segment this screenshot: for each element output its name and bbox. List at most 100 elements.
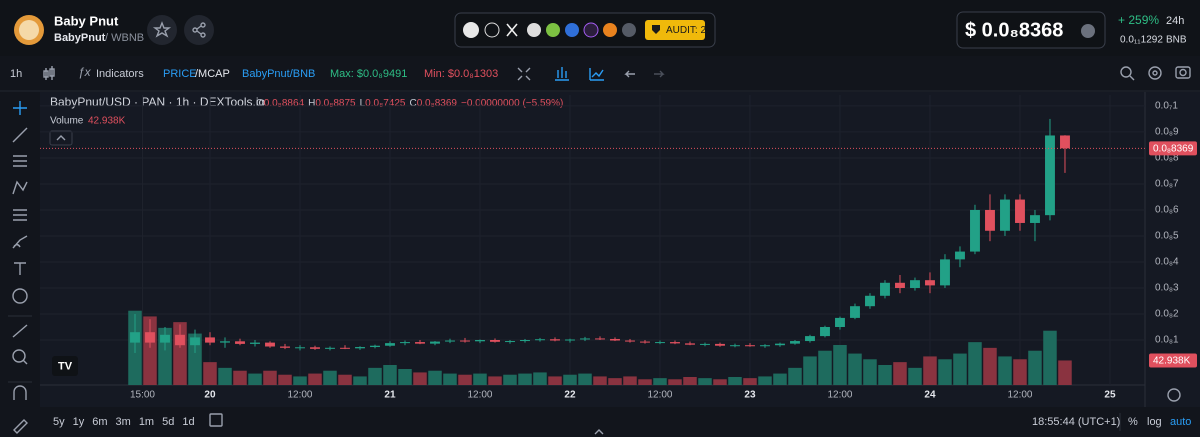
- settings-icon[interactable]: [1148, 66, 1162, 80]
- volume-bar: [998, 356, 1012, 385]
- volume-bar: [443, 373, 457, 385]
- link-icon[interactable]: [484, 22, 500, 38]
- volume-bar: [968, 342, 982, 385]
- x-tick-label: 20: [204, 390, 216, 401]
- interval-button[interactable]: 1h: [10, 68, 22, 80]
- link-icon[interactable]: [463, 22, 479, 38]
- camera-icon[interactable]: [1175, 66, 1191, 79]
- zoom-icon[interactable]: [1120, 66, 1132, 78]
- candle-body: [745, 345, 755, 347]
- range-button[interactable]: 1y: [73, 416, 85, 428]
- price-toggle[interactable]: PRICE: [163, 68, 197, 80]
- volume-bar: [773, 373, 787, 385]
- axis-settings-icon[interactable]: [1167, 388, 1181, 402]
- crosshair-tool[interactable]: [13, 101, 27, 115]
- favorite-button[interactable]: [147, 15, 177, 45]
- emoji-tool[interactable]: [12, 288, 28, 304]
- range-button[interactable]: 1d: [182, 416, 194, 428]
- volume-bar: [938, 359, 952, 385]
- candle-body: [715, 343, 725, 346]
- pair-switch[interactable]: BabyPnut/BNB: [242, 68, 315, 80]
- volume-bar: [803, 356, 817, 385]
- candle-body: [265, 342, 275, 347]
- link-icon[interactable]: [565, 23, 579, 37]
- trendline-tool[interactable]: [12, 127, 28, 143]
- candle-body: [325, 347, 335, 349]
- volume-bar: [923, 356, 937, 385]
- fullscreen-icon[interactable]: [517, 67, 531, 81]
- mcap-toggle[interactable]: /MCAP: [195, 68, 230, 80]
- volume-bar: [458, 374, 472, 385]
- range-button[interactable]: 6m: [92, 416, 107, 428]
- volume-bar: [848, 353, 862, 385]
- volume-bar: [203, 362, 217, 385]
- tv-logo: [52, 356, 78, 376]
- candle-type-icon[interactable]: [43, 66, 55, 80]
- volume-bar: [893, 362, 907, 385]
- bar-icon[interactable]: [555, 67, 569, 81]
- candle-body: [310, 347, 320, 349]
- link-icon[interactable]: [506, 23, 518, 37]
- candle-body: [1030, 215, 1040, 223]
- pattern-tool[interactable]: [12, 180, 28, 195]
- range-button[interactable]: 5d: [162, 416, 174, 428]
- magnet-tool[interactable]: [13, 385, 27, 400]
- volume-bar: [713, 379, 727, 385]
- link-icon[interactable]: [622, 23, 636, 37]
- candle-body: [895, 282, 905, 288]
- candle-body: [385, 343, 395, 346]
- range-button[interactable]: 3m: [116, 416, 131, 428]
- candle-body: [235, 341, 245, 344]
- y-tick-label: 0.0₈9: [1155, 127, 1179, 138]
- fx-icon: ƒx: [78, 65, 92, 79]
- line-icon[interactable]: [589, 68, 604, 81]
- footer-bg: [40, 407, 1200, 437]
- text-tool[interactable]: [14, 262, 26, 275]
- candle-body: [175, 334, 185, 346]
- zoom-tool[interactable]: [12, 349, 26, 363]
- price-bnb: 0.0₁₁1292: [1120, 35, 1163, 46]
- indicators-button[interactable]: Indicators: [96, 68, 144, 80]
- share-button[interactable]: [184, 15, 214, 45]
- x-tick-label: 12:00: [827, 390, 852, 401]
- expand-icon[interactable]: [594, 429, 604, 435]
- volume-bar: [353, 376, 367, 385]
- change-value: −0.00000000 (−5.59%): [461, 98, 563, 109]
- candle-body: [700, 343, 710, 345]
- info-icon[interactable]: [1081, 24, 1095, 38]
- c-value: 0.0₈8369: [417, 98, 458, 109]
- range-button[interactable]: 1m: [139, 416, 154, 428]
- legend-ohlc: O0.0₈8864 H0.0₈8875 L0.0₈7425 C0.0₈8369 −0.0…: [256, 98, 563, 109]
- fib-tool[interactable]: [13, 155, 27, 167]
- calendar-icon[interactable]: [209, 413, 223, 427]
- pair-quote: / WBNB: [105, 32, 144, 44]
- candle-body: [565, 339, 575, 341]
- collapse-button[interactable]: [49, 130, 73, 146]
- volume-bar: [413, 372, 427, 385]
- volume-bar: [383, 365, 397, 385]
- auto-toggle[interactable]: auto: [1170, 416, 1191, 428]
- link-icon[interactable]: [546, 23, 560, 37]
- link-icon[interactable]: [583, 22, 599, 38]
- volume-bar: [638, 379, 652, 385]
- undo-icon[interactable]: [624, 70, 635, 78]
- link-icon[interactable]: [603, 23, 617, 37]
- redo-icon[interactable]: [654, 70, 665, 78]
- range-button[interactable]: 5y: [53, 416, 65, 428]
- log-toggle[interactable]: log: [1147, 416, 1162, 428]
- volume-bar: [608, 378, 622, 385]
- link-icon[interactable]: [527, 23, 541, 37]
- candle-body: [820, 327, 830, 337]
- volume-bar: [698, 378, 712, 385]
- brush-tool[interactable]: [12, 235, 28, 249]
- percent-toggle[interactable]: %: [1128, 416, 1138, 428]
- forecast-tool[interactable]: [13, 209, 27, 221]
- candle-body: [1000, 199, 1010, 231]
- token-name: Baby Pnut: [54, 13, 119, 28]
- candle-body: [1060, 135, 1070, 149]
- ruler-tool[interactable]: [12, 324, 28, 338]
- legend-symbol: BabyPnut/USD · PAN · 1h · DEXTools.io: [50, 95, 266, 109]
- pencil-tool[interactable]: [13, 419, 28, 434]
